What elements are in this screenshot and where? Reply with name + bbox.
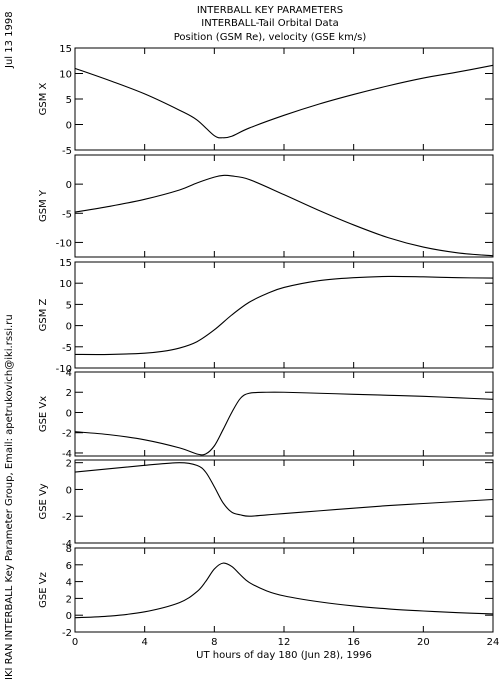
y-tick-label: 15 (59, 258, 72, 269)
title-line-2: INTERBALL-Tail Orbital Data (201, 18, 338, 29)
panels: -5 0 5 10 15 GSM X -10 -5 0 GSM Y -10 -5 0 5 10 15 GSM Z… (38, 44, 499, 661)
y-axis-label: GSE Vy (38, 483, 49, 519)
y-tick-label: 8 (66, 544, 72, 555)
x-tick-label: 12 (278, 637, 291, 648)
title-line-1: INTERBALL KEY PARAMETERS (197, 5, 343, 16)
y-axis-label: GSM X (38, 82, 49, 115)
plot-frame (74, 47, 494, 151)
y-tick-label: 10 (59, 70, 72, 81)
y-tick-label: -5 (62, 146, 72, 157)
y-tick-label: -4 (62, 449, 72, 460)
series-line (74, 275, 494, 356)
panel-5: -4 -2 0 2 GSE Vy (38, 459, 494, 550)
series-line (74, 391, 494, 456)
y-tick-label: 0 (66, 611, 72, 622)
y-tick-label: -5 (62, 343, 72, 354)
x-tick-label: 0 (72, 637, 78, 648)
panel-4: -4 -2 0 2 4 GSE Vx (38, 368, 494, 460)
panel-3: -10 -5 0 5 10 15 GSM Z (38, 258, 494, 375)
plot-frame (74, 154, 494, 258)
x-tick-label: 8 (211, 637, 217, 648)
y-tick-label: 0 (66, 408, 72, 419)
panel-2: -10 -5 0 GSM Y (38, 154, 494, 258)
plot-frame (74, 547, 494, 633)
y-tick-label: 5 (66, 95, 72, 106)
series-line (74, 462, 494, 517)
y-tick-label: -10 (56, 364, 72, 375)
date-stamp: Jul 13 1998 (4, 11, 15, 69)
y-tick-label: 15 (59, 44, 72, 55)
series-line (74, 174, 494, 257)
y-axis-label: GSE Vz (38, 572, 49, 608)
x-axis-label: UT hours of day 180 (Jun 28), 1996 (196, 650, 372, 661)
x-tick-label: 4 (141, 637, 147, 648)
y-tick-label: 2 (66, 594, 72, 605)
y-tick-label: -5 (62, 209, 72, 220)
y-tick-label: 2 (66, 459, 72, 470)
y-axis-label: GSE Vx (38, 396, 49, 432)
y-tick-label: -2 (62, 628, 72, 639)
y-tick-label: 2 (66, 388, 72, 399)
y-tick-label: 0 (66, 322, 72, 333)
y-tick-label: 4 (66, 368, 72, 379)
y-tick-label: -2 (62, 429, 72, 440)
x-tick-label: 20 (417, 637, 430, 648)
title-line-3: Position (GSM Re), velocity (GSE km/s) (174, 32, 367, 43)
series-line (74, 64, 494, 139)
side-credit: IKI RAN INTERBALL Key Parameter Group, E… (4, 314, 15, 680)
y-tick-label: -4 (62, 539, 72, 550)
y-axis-label: GSM Z (38, 298, 49, 331)
y-tick-label: -10 (56, 238, 72, 249)
y-tick-label: 4 (66, 578, 72, 589)
y-axis-label: GSM Y (38, 189, 49, 222)
plot-frame (74, 371, 494, 457)
panel-1: -5 0 5 10 15 GSM X (38, 44, 494, 157)
plot-frame (74, 459, 494, 544)
y-tick-label: 0 (66, 485, 72, 496)
y-tick-label: -2 (62, 512, 72, 523)
y-tick-label: 0 (66, 121, 72, 132)
y-tick-label: 6 (66, 561, 72, 572)
x-tick-label: 16 (347, 637, 360, 648)
series-line (74, 562, 494, 619)
plot-frame (74, 261, 494, 369)
y-tick-label: 5 (66, 300, 72, 311)
x-tick-label: 24 (487, 637, 500, 648)
y-tick-label: 0 (66, 180, 72, 191)
y-tick-label: 10 (59, 279, 72, 290)
